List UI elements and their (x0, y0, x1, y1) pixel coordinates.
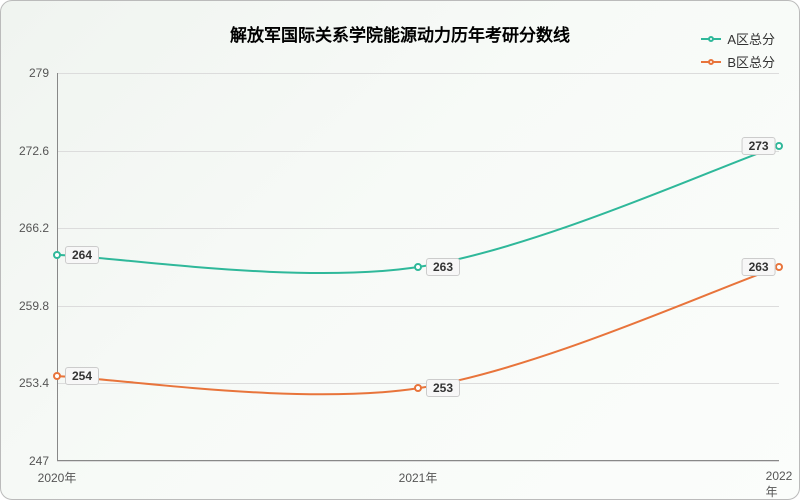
data-marker (414, 384, 422, 392)
series-line-1 (57, 267, 779, 394)
data-marker (53, 251, 61, 259)
x-tick-label: 2020年 (38, 461, 77, 486)
data-label: 253 (426, 379, 460, 397)
legend-swatch-b (701, 61, 721, 63)
legend-item-b: B区总分 (701, 52, 775, 71)
chart-container: 解放军国际关系学院能源动力历年考研分数线 A区总分 B区总分 247253.42… (0, 0, 800, 500)
y-tick-label: 266.2 (19, 221, 57, 235)
legend-item-a: A区总分 (701, 29, 775, 48)
data-label: 273 (742, 137, 776, 155)
y-tick-label: 253.4 (19, 376, 57, 390)
data-marker (414, 263, 422, 271)
plot-area: 247253.4259.8266.2272.62792020年2021年2022… (57, 73, 779, 461)
data-label: 263 (742, 258, 776, 276)
y-tick-label: 259.8 (19, 299, 57, 313)
chart-title: 解放军国际关系学院能源动力历年考研分数线 (1, 21, 799, 46)
legend-label-b: B区总分 (727, 52, 775, 71)
legend-swatch-a (701, 38, 721, 40)
y-tick-label: 272.6 (19, 144, 57, 158)
legend: A区总分 B区总分 (701, 29, 775, 75)
x-tick-label: 2021年 (399, 461, 438, 486)
x-tick-label: 2022年 (766, 461, 793, 500)
data-label: 263 (426, 258, 460, 276)
data-marker (775, 142, 783, 150)
y-tick-label: 279 (29, 66, 57, 80)
data-marker (53, 372, 61, 380)
legend-label-a: A区总分 (727, 29, 775, 48)
data-label: 254 (65, 367, 99, 385)
data-marker (775, 263, 783, 271)
series-line-0 (57, 146, 779, 273)
data-label: 264 (65, 246, 99, 264)
